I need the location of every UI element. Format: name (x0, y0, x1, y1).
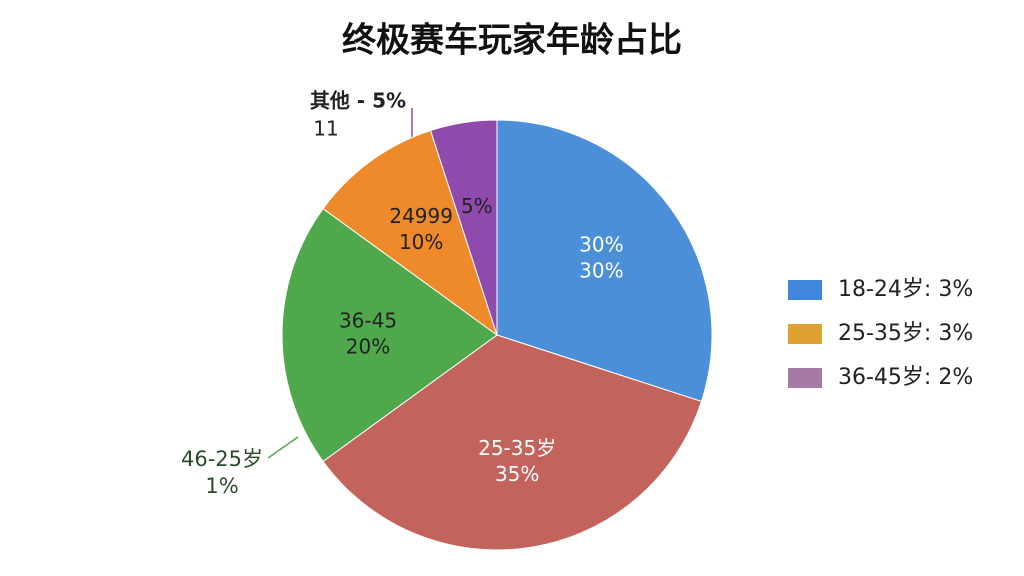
legend-label: 25-35岁: 3% (838, 321, 973, 346)
pie-slice (281, 207, 498, 463)
pie-slice (322, 129, 498, 337)
slice-value-label: 30% (579, 259, 623, 283)
slice-label: 36-45 (339, 309, 397, 333)
chart-title: 终极赛车玩家年龄占比 (342, 21, 682, 61)
slice-value-label: 10% (399, 230, 443, 254)
slice-value-label: 20% (346, 335, 390, 359)
slice-value-label: 5% (461, 194, 493, 218)
annotation: 11 (313, 117, 338, 141)
legend-swatch (788, 368, 822, 388)
slice-label: 24999 (389, 204, 453, 228)
annotation: 其他 - 5% (310, 89, 406, 113)
annotation: 1% (205, 474, 238, 498)
pie-slice (496, 119, 713, 403)
annotation: 46-25岁 (181, 447, 263, 471)
pie-slice (322, 334, 703, 551)
slice-value-label: 35% (495, 462, 539, 486)
slice-label: 25-35岁 (478, 436, 556, 460)
pie-slice (429, 119, 498, 336)
slice-label: 30% (579, 233, 623, 257)
legend-label: 36-45岁: 2% (838, 365, 973, 390)
callout-line (267, 436, 299, 459)
legend-swatch (788, 324, 822, 344)
legend-label: 18-24岁: 3% (838, 277, 973, 302)
legend-swatch (788, 280, 822, 300)
